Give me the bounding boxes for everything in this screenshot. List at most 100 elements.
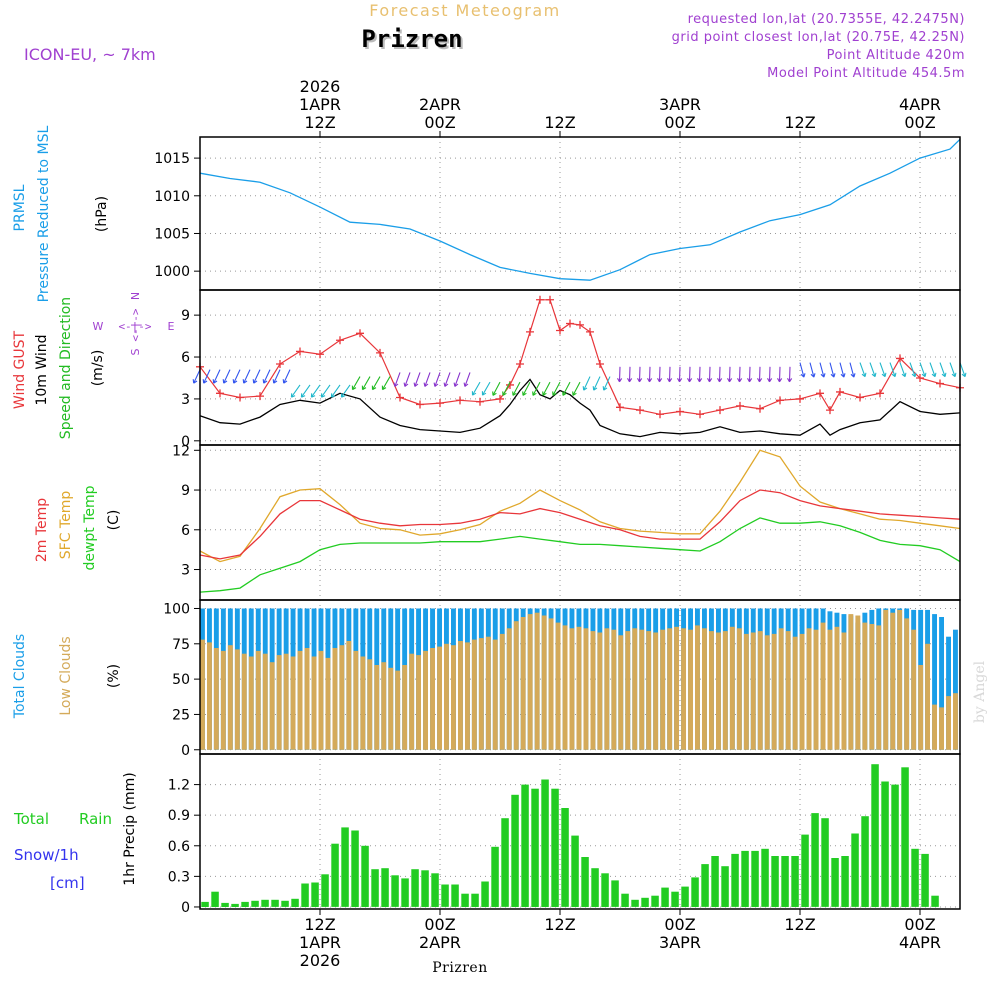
rain-bar xyxy=(841,856,849,907)
low-cloud-bar xyxy=(255,650,261,750)
gust-marker xyxy=(566,319,574,328)
low-cloud-bar xyxy=(409,653,415,750)
rain-bar xyxy=(461,893,469,907)
y-tick-label: 100 xyxy=(163,601,190,617)
low-cloud-bar xyxy=(437,646,442,750)
total-cloud-bar xyxy=(939,617,944,750)
low-cloud-bar xyxy=(471,639,477,750)
time-label-bottom: 3APR xyxy=(659,933,701,952)
low-cloud-bar xyxy=(653,632,659,750)
low-cloud-bar xyxy=(660,629,666,750)
rain-bar xyxy=(691,877,699,907)
temp-dew-label: dewpt Temp xyxy=(82,485,98,570)
low-cloud-bar xyxy=(806,628,812,750)
low-cloud-bar xyxy=(667,628,673,750)
wind-direction-arrow xyxy=(767,366,773,383)
wind-direction-arrow xyxy=(829,362,836,378)
wind-direction-arrow xyxy=(361,376,371,391)
gust-marker xyxy=(436,399,444,408)
gust-marker xyxy=(216,389,224,398)
wind-10m-label: 10m Wind xyxy=(34,334,50,405)
temp-2m-label: 2m Temp xyxy=(34,498,50,562)
gust-marker xyxy=(856,393,864,402)
rain-bar xyxy=(201,901,209,907)
rain-bar xyxy=(771,856,779,907)
rain-bar xyxy=(531,788,539,907)
rain-bar xyxy=(931,895,939,907)
model-altitude: Model Point Altitude 454.5m xyxy=(767,66,965,81)
rain-bar xyxy=(671,891,679,907)
wind-direction-arrow xyxy=(351,376,361,391)
y-tick-label: 1000 xyxy=(154,264,190,280)
rain-bar xyxy=(371,869,379,907)
wind-direction-arrow xyxy=(192,369,201,384)
y-tick-label: 1.2 xyxy=(168,778,190,794)
low-cloud-bar xyxy=(485,636,491,750)
pressure-label-2: Pressure Reduced to MSL xyxy=(36,125,52,302)
low-cloud-bar xyxy=(325,657,331,750)
time-label-bottom: 1APR xyxy=(299,933,341,952)
low-cloud-bar xyxy=(332,648,338,750)
low-cloud-bar xyxy=(527,614,533,750)
wind-direction-arrow xyxy=(481,381,491,396)
low-cloud-bar xyxy=(562,625,568,750)
rain-bar xyxy=(591,868,599,907)
wind-direction-arrow xyxy=(262,369,271,384)
low-cloud-bar xyxy=(702,628,707,750)
gust-marker xyxy=(556,326,564,335)
low-cloud-bar xyxy=(402,665,408,750)
rain-bar xyxy=(541,779,549,907)
y-tick-label: 0 xyxy=(181,900,190,916)
wind-direction-arrow xyxy=(502,381,511,396)
temp-2m-line xyxy=(199,489,961,560)
low-cloud-bar xyxy=(625,631,631,750)
temp-unit: (C) xyxy=(106,510,122,531)
wind-direction-arrow xyxy=(747,366,753,383)
gust-marker xyxy=(656,410,664,419)
low-cloud-bar xyxy=(227,645,233,750)
low-cloud-bar xyxy=(646,631,652,750)
wind-direction-arrow xyxy=(463,372,471,387)
low-cloud-bar xyxy=(458,641,463,750)
clouds-total-label: Total Clouds xyxy=(12,634,28,719)
low-cloud-bar xyxy=(248,656,254,750)
low-cloud-bar xyxy=(771,633,777,750)
low-cloud-bar xyxy=(423,650,428,750)
rain-bar xyxy=(351,830,359,907)
rain-bar xyxy=(411,869,419,907)
gust-marker xyxy=(496,394,504,403)
wind-direction-arrow xyxy=(512,381,521,396)
compass-s: S xyxy=(129,348,142,355)
low-cloud-bar xyxy=(576,626,582,750)
gust-marker xyxy=(616,403,624,412)
gust-marker xyxy=(936,379,944,388)
wind-direction-arrow xyxy=(929,362,937,378)
rain-bar xyxy=(361,845,369,907)
panel-frame xyxy=(199,753,961,910)
wind-direction-arrow xyxy=(393,372,401,387)
rain-bar xyxy=(811,813,819,907)
rain-bar xyxy=(821,818,829,907)
y-tick-label: 1015 xyxy=(154,151,190,167)
gust-marker xyxy=(256,392,264,401)
wind-unit: (m/s) xyxy=(90,350,106,387)
time-label-bottom: 12Z xyxy=(784,915,815,934)
rain-bar xyxy=(601,873,609,907)
low-cloud-bar xyxy=(946,696,951,750)
low-cloud-bar xyxy=(834,626,840,750)
gust-marker xyxy=(876,389,884,398)
wind-direction-arrow xyxy=(799,362,806,378)
wind-direction-arrow xyxy=(202,369,211,384)
compass-n: N xyxy=(129,292,142,300)
rain-bar xyxy=(381,868,389,907)
low-cloud-bar xyxy=(506,628,512,750)
rain-bar xyxy=(281,900,289,907)
point-altitude: Point Altitude 420m xyxy=(827,48,965,63)
rain-bar xyxy=(391,875,399,907)
low-cloud-bar xyxy=(569,628,575,750)
wind-direction-arrow xyxy=(879,362,887,378)
rain-bar xyxy=(581,857,589,907)
time-label-top: 00Z xyxy=(904,113,935,132)
rain-bar xyxy=(881,781,889,907)
